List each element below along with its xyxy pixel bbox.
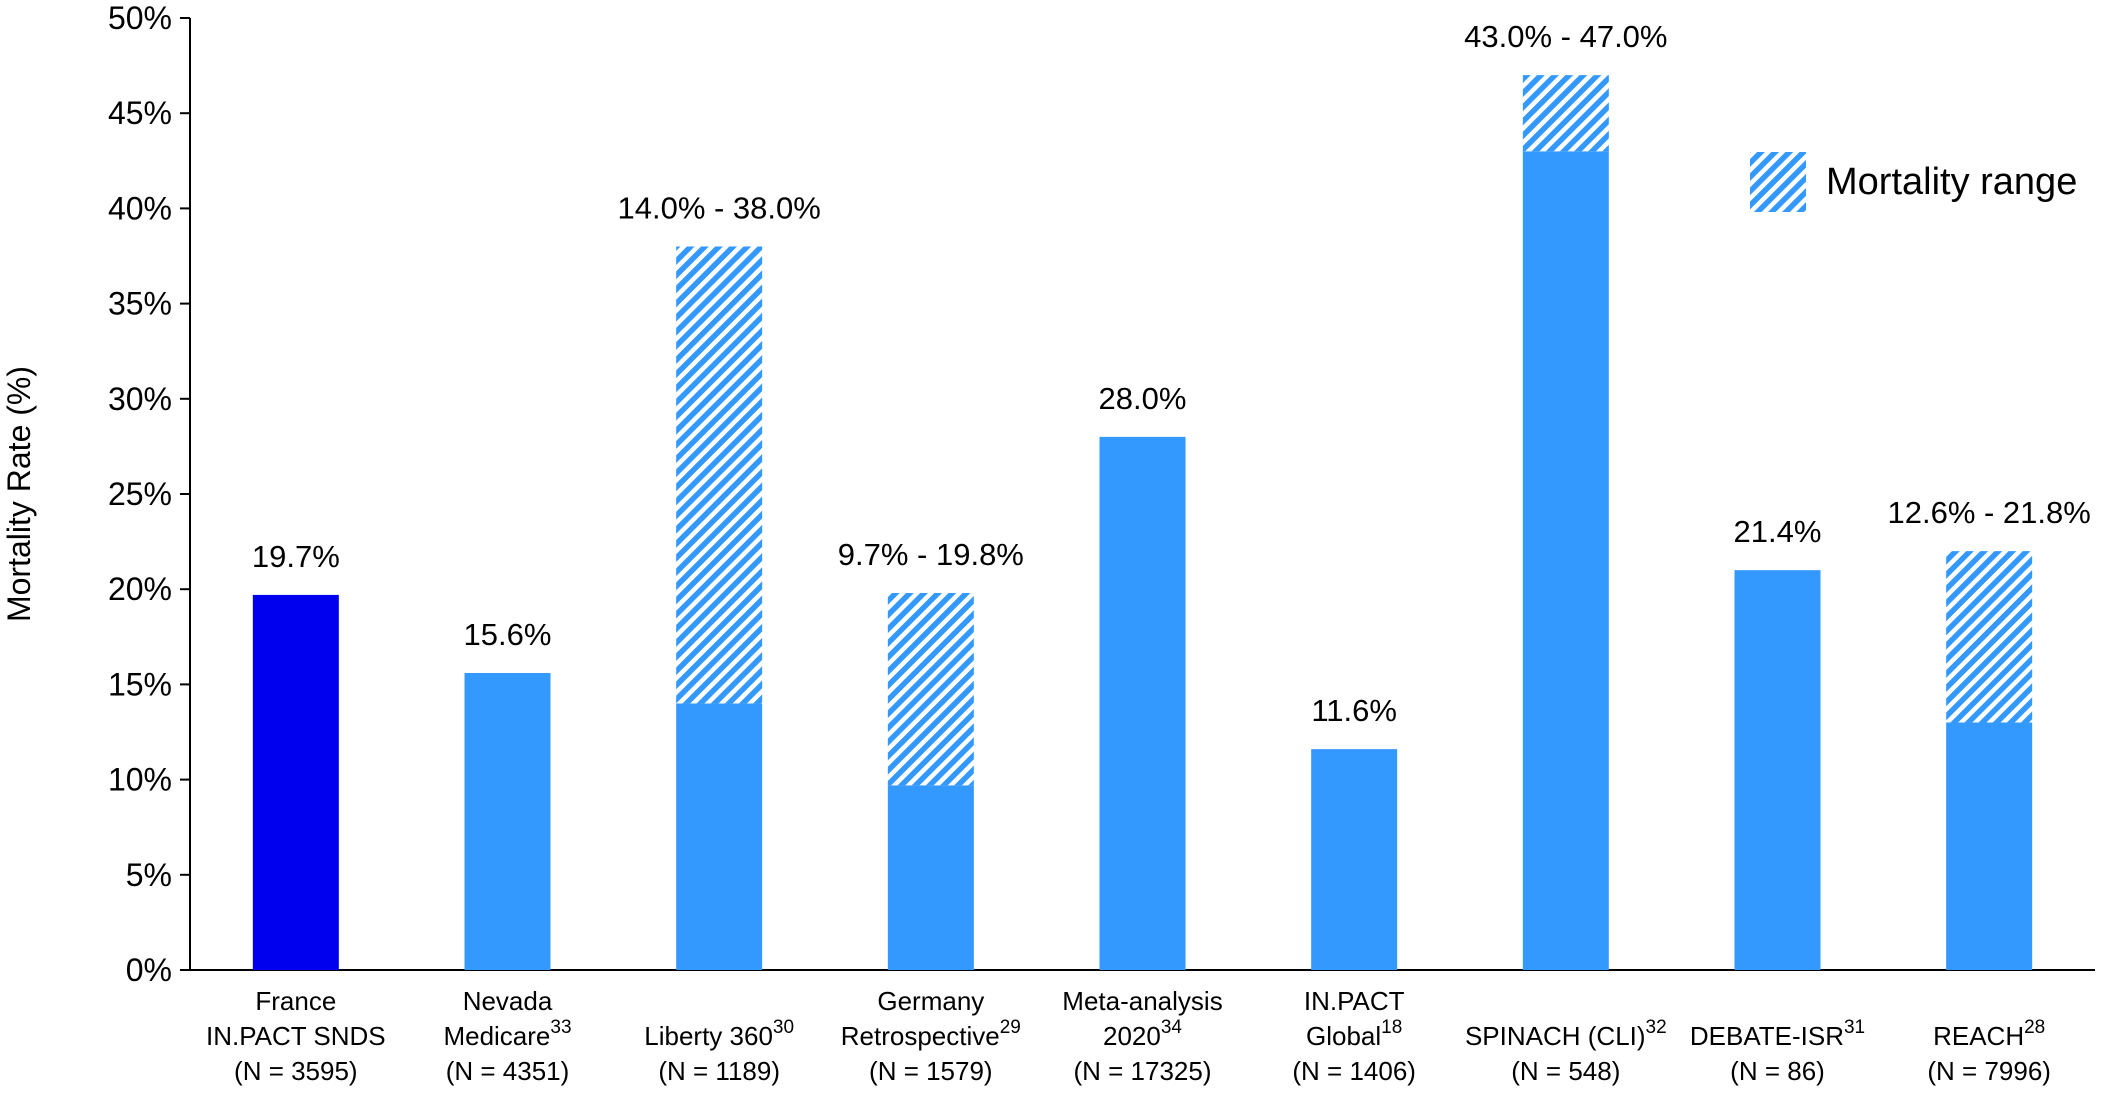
data-label: 14.0% - 38.0% bbox=[617, 190, 820, 225]
category-label: (N = 7996) bbox=[1927, 1056, 2051, 1086]
legend-swatch bbox=[1750, 152, 1806, 212]
y-tick-label: 5% bbox=[126, 857, 172, 893]
y-tick-label: 30% bbox=[108, 381, 172, 417]
y-tick-label: 40% bbox=[108, 190, 172, 226]
category-label: IN.PACT bbox=[1304, 986, 1405, 1016]
bar bbox=[1734, 570, 1821, 970]
bar bbox=[1311, 749, 1398, 970]
category-label: IN.PACT SNDS bbox=[206, 1021, 386, 1051]
data-label: 21.4% bbox=[1734, 514, 1822, 549]
range-bar bbox=[887, 593, 974, 786]
range-bar bbox=[1522, 75, 1609, 152]
bar bbox=[1099, 436, 1186, 970]
category-label: Liberty 36030 bbox=[644, 1017, 794, 1051]
data-label: 19.7% bbox=[252, 539, 340, 574]
category-label: Global18 bbox=[1306, 1017, 1402, 1051]
bar bbox=[252, 594, 339, 970]
category-label: Medicare33 bbox=[443, 1017, 571, 1051]
category-label: (N = 1189) bbox=[658, 1056, 780, 1086]
category-label: Meta-analysis bbox=[1062, 986, 1222, 1016]
category-label: REACH28 bbox=[1933, 1017, 2045, 1051]
bar bbox=[464, 672, 551, 970]
y-tick-label: 35% bbox=[108, 286, 172, 322]
bar bbox=[676, 703, 763, 970]
category-label: (N = 4351) bbox=[446, 1056, 570, 1086]
y-tick-label: 15% bbox=[108, 666, 172, 702]
category-label: (N = 1406) bbox=[1292, 1056, 1416, 1086]
category-label: 202034 bbox=[1103, 1017, 1182, 1051]
data-label: 43.0% - 47.0% bbox=[1464, 19, 1667, 54]
y-tick-label: 20% bbox=[108, 571, 172, 607]
bar bbox=[887, 785, 974, 970]
category-label: (N = 3595) bbox=[234, 1056, 358, 1086]
data-label: 12.6% - 21.8% bbox=[1887, 495, 2090, 530]
y-tick-label: 0% bbox=[126, 952, 172, 988]
category-label: Germany bbox=[877, 986, 984, 1016]
category-label: Nevada bbox=[463, 986, 553, 1016]
category-label: DEBATE-ISR31 bbox=[1690, 1017, 1865, 1051]
y-axis-title: Mortality Rate (%) bbox=[1, 366, 37, 622]
legend-label: Mortality range bbox=[1826, 161, 2077, 203]
category-label: France bbox=[255, 986, 336, 1016]
bar bbox=[1522, 151, 1609, 970]
y-tick-label: 50% bbox=[108, 0, 172, 36]
data-label: 9.7% - 19.8% bbox=[838, 537, 1024, 572]
y-tick-label: 45% bbox=[108, 95, 172, 131]
category-label: Retrospective29 bbox=[841, 1017, 1021, 1051]
category-label: SPINACH (CLI)32 bbox=[1465, 1017, 1667, 1051]
y-tick-label: 10% bbox=[108, 762, 172, 798]
y-tick-label: 25% bbox=[108, 476, 172, 512]
bar bbox=[1946, 722, 2033, 970]
category-label: (N = 548) bbox=[1511, 1056, 1620, 1086]
data-label: 28.0% bbox=[1099, 381, 1187, 416]
range-bar bbox=[676, 246, 763, 704]
data-label: 15.6% bbox=[464, 617, 552, 652]
category-label: (N = 1579) bbox=[869, 1056, 993, 1086]
data-label: 11.6% bbox=[1311, 693, 1397, 728]
category-label: (N = 17325) bbox=[1073, 1056, 1211, 1086]
category-label: (N = 86) bbox=[1730, 1056, 1825, 1086]
range-bar bbox=[1946, 551, 2033, 723]
